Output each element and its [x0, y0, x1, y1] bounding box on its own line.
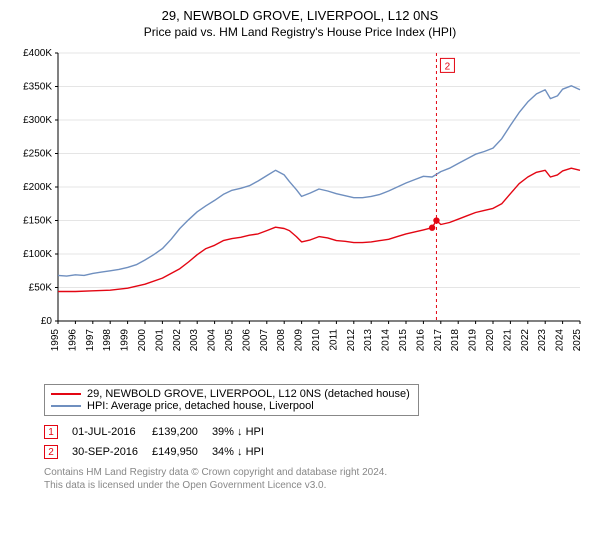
svg-text:£150K: £150K [23, 216, 52, 227]
svg-text:1997: 1997 [85, 329, 96, 352]
svg-text:2023: 2023 [537, 329, 548, 352]
svg-text:2017: 2017 [433, 329, 444, 352]
svg-text:2022: 2022 [520, 329, 531, 352]
transaction-date: 30-SEP-2016 [72, 442, 152, 462]
svg-text:2016: 2016 [415, 329, 426, 352]
svg-text:£250K: £250K [23, 149, 52, 160]
svg-text:1998: 1998 [102, 329, 113, 352]
svg-text:2018: 2018 [450, 329, 461, 352]
legend-box: 29, NEWBOLD GROVE, LIVERPOOL, L12 0NS (d… [44, 384, 419, 416]
svg-text:£350K: £350K [23, 82, 52, 93]
chart-container: 29, NEWBOLD GROVE, LIVERPOOL, L12 0NS Pr… [0, 0, 600, 498]
footer-attribution: Contains HM Land Registry data © Crown c… [44, 466, 590, 492]
table-row: 2 30-SEP-2016£149,95034% ↓ HPI [44, 442, 278, 462]
svg-text:£400K: £400K [23, 48, 52, 59]
svg-text:2015: 2015 [398, 329, 409, 352]
svg-text:2004: 2004 [207, 329, 218, 352]
svg-text:1995: 1995 [50, 329, 61, 352]
transaction-price: £149,950 [152, 442, 212, 462]
svg-text:2020: 2020 [485, 329, 496, 352]
svg-text:2013: 2013 [363, 329, 374, 352]
svg-text:£50K: £50K [29, 283, 53, 294]
svg-text:2001: 2001 [154, 329, 165, 352]
transaction-marker-icon: 2 [44, 445, 58, 459]
svg-text:2008: 2008 [276, 329, 287, 352]
footer-line-1: Contains HM Land Registry data © Crown c… [44, 466, 590, 479]
transaction-delta: 39% ↓ HPI [212, 422, 278, 442]
line-chart-svg: £0 £50K £100K £150K £200K £250K £300K £350K £400… [10, 43, 590, 373]
svg-text:1999: 1999 [120, 329, 131, 352]
transaction-marker-icon: 1 [44, 425, 58, 439]
svg-text:£200K: £200K [23, 182, 52, 193]
legend-label: 29, NEWBOLD GROVE, LIVERPOOL, L12 0NS (d… [87, 388, 410, 400]
svg-text:£0: £0 [41, 316, 53, 327]
footer-line-2: This data is licensed under the Open Gov… [44, 479, 590, 492]
legend-row: 29, NEWBOLD GROVE, LIVERPOOL, L12 0NS (d… [51, 388, 410, 400]
svg-text:2012: 2012 [346, 329, 357, 352]
svg-text:2006: 2006 [241, 329, 252, 352]
svg-text:2005: 2005 [224, 329, 235, 352]
chart-plot-area: £0 £50K £100K £150K £200K £250K £300K £350K £400… [10, 43, 590, 378]
transaction-date: 01-JUL-2016 [72, 422, 152, 442]
transaction-price: £139,200 [152, 422, 212, 442]
chart-title: 29, NEWBOLD GROVE, LIVERPOOL, L12 0NS [10, 8, 590, 23]
chart-subtitle: Price paid vs. HM Land Registry's House … [10, 25, 590, 39]
svg-text:2019: 2019 [468, 329, 479, 352]
svg-text:£300K: £300K [23, 115, 52, 126]
svg-text:2007: 2007 [259, 329, 270, 352]
legend-label: HPI: Average price, detached house, Live… [87, 400, 314, 412]
legend-row: HPI: Average price, detached house, Live… [51, 400, 410, 412]
table-row: 1 01-JUL-2016£139,20039% ↓ HPI [44, 422, 278, 442]
svg-text:2: 2 [445, 61, 451, 72]
svg-text:2014: 2014 [381, 329, 392, 352]
svg-text:2009: 2009 [294, 329, 305, 352]
svg-text:2000: 2000 [137, 329, 148, 352]
svg-text:2024: 2024 [555, 329, 566, 352]
transaction-table: 1 01-JUL-2016£139,20039% ↓ HPI 2 30-SEP-201… [44, 422, 278, 462]
svg-text:2002: 2002 [172, 329, 183, 352]
legend-swatch [51, 405, 81, 407]
legend-swatch [51, 393, 81, 395]
svg-text:2003: 2003 [189, 329, 200, 352]
transaction-delta: 34% ↓ HPI [212, 442, 278, 462]
svg-text:1996: 1996 [67, 329, 78, 352]
svg-text:2025: 2025 [572, 329, 583, 352]
svg-text:£100K: £100K [23, 249, 52, 260]
svg-text:2021: 2021 [502, 329, 513, 352]
svg-text:2011: 2011 [328, 329, 339, 351]
svg-text:2010: 2010 [311, 329, 322, 352]
